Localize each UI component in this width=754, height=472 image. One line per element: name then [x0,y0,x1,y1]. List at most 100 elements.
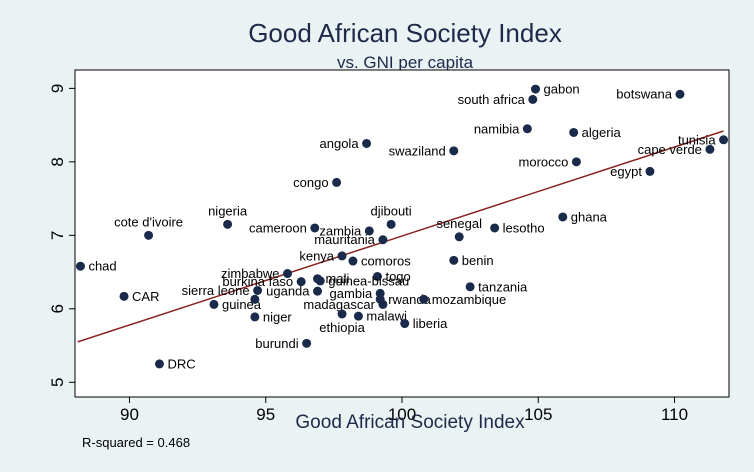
data-point [571,157,581,167]
point-label: mozambique [432,292,506,307]
point-label: benin [462,253,494,268]
data-point [348,256,358,266]
data-point [154,359,164,369]
r-squared-note: R-squared = 0.468 [82,435,190,450]
data-point [531,84,541,94]
point-label: zimbabwe [221,266,280,281]
data-point [209,299,219,309]
point-label: niger [263,309,293,324]
y-tick-label: 9 [48,84,67,93]
y-tick-label: 5 [48,378,67,387]
point-label: DRC [167,356,195,371]
data-point [250,312,260,322]
point-label: gabon [544,82,580,97]
data-point [364,226,374,236]
point-label: malawi [366,309,407,324]
data-point [332,177,342,187]
data-point [144,230,154,240]
data-point [465,282,475,292]
data-point [302,338,312,348]
x-tick-label: 100 [388,405,416,424]
fit-line [77,130,724,343]
data-point [362,138,372,148]
point-label: mauritania [314,232,375,247]
point-label: namibia [474,121,520,136]
point-label: tunisia [678,132,716,147]
data-point [490,223,500,233]
data-point [310,223,320,233]
point-label: ghana [571,209,608,224]
data-point [719,135,729,145]
point-label: senegal [436,216,482,231]
point-label: ethiopia [319,320,365,335]
x-tick-label: 95 [256,405,275,424]
data-point [223,219,233,229]
point-label: kenya [299,248,334,263]
point-label: tanzania [478,279,528,294]
x-axis-title: Good African Society Index [295,412,525,433]
point-label: botswana [616,87,672,102]
data-point [250,294,260,304]
data-point [378,299,388,309]
data-point [315,276,325,286]
x-tick-label: 110 [661,405,688,424]
data-point [528,94,538,104]
point-label: uganda [266,284,310,299]
x-tick-label: 105 [524,405,552,424]
point-label: chad [88,259,116,274]
point-label: angola [320,136,360,151]
point-label: togo [385,269,410,284]
point-label: zambia [319,223,362,238]
point-label: comoros [361,254,411,269]
point-label: liberia [413,316,448,331]
data-point [454,232,464,242]
point-label: CAR [132,289,159,304]
point-label: sierra leone [182,283,250,298]
data-point [449,146,459,156]
point-label: djibouti [370,203,411,218]
data-point [119,291,129,301]
data-point [645,166,655,176]
point-label: madagascar [303,297,375,312]
data-point [353,311,363,321]
point-label: algeria [582,125,622,140]
data-point [705,144,715,154]
point-label: mali [326,271,350,286]
data-point [337,309,347,319]
point-label: gambia [330,286,373,301]
point-label: lesotho [503,220,545,235]
data-point [337,251,347,261]
data-point [313,286,323,296]
data-point [386,219,396,229]
data-point [378,235,388,245]
data-point [419,294,429,304]
point-label: egypt [610,164,642,179]
data-point [400,319,410,329]
data-point [569,127,579,137]
data-point [296,277,306,287]
point-label: burundi [255,336,298,351]
point-label: morocco [519,154,569,169]
point-label: cape verde [638,142,702,157]
chart-subtitle: vs. GNI per capita [337,53,474,72]
data-point [372,271,382,281]
x-axis: 90 95 100 105 110 [120,397,688,424]
point-label: cote d'ivoire [114,214,183,229]
plot-area [74,69,730,398]
y-tick-label: 7 [48,231,67,240]
point-label: cameroon [249,220,307,235]
data-point [75,261,85,271]
point-label: nigeria [208,203,248,218]
x-tick-label: 90 [120,405,139,424]
data-point [522,124,532,134]
data-points: gabon botswana south africa namibia algeria t… [75,82,729,371]
data-point [558,212,568,222]
y-tick-label: 6 [48,304,67,313]
data-point [253,285,263,295]
point-label: burkina faso [222,274,293,289]
point-label: guinea-bissau [328,273,409,288]
point-label: rwanda [388,292,431,307]
data-point [283,269,293,279]
